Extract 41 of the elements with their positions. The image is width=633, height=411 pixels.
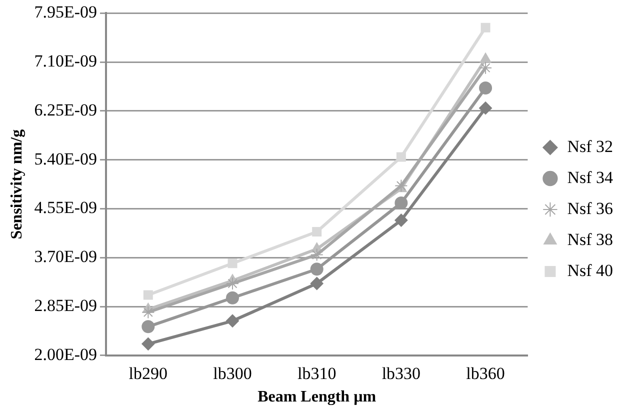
y-tick-label: 7.95E-09 xyxy=(34,2,97,22)
point xyxy=(310,248,324,262)
point xyxy=(394,196,408,210)
point xyxy=(226,291,240,304)
legend-label: Nsf 32 xyxy=(567,136,614,156)
point xyxy=(479,81,492,94)
point xyxy=(143,290,153,300)
x-tick-label: lb310 xyxy=(297,364,336,384)
x-tick-label: lb300 xyxy=(213,364,252,384)
y-tick-label: 7.10E-09 xyxy=(34,52,97,71)
point xyxy=(228,258,238,268)
x-axis-title: Beam Length µm xyxy=(258,388,377,406)
point xyxy=(226,314,240,328)
point xyxy=(394,214,408,227)
point xyxy=(479,102,492,115)
y-tick-label: 2.85E-09 xyxy=(34,296,97,315)
point xyxy=(142,306,155,319)
y-axis-title: Sensitivity nm/g xyxy=(8,129,26,240)
y-tick-label: 4.55E-09 xyxy=(34,198,97,218)
legend-label: Nsf 36 xyxy=(567,198,614,218)
legend-label: Nsf 40 xyxy=(567,260,614,280)
y-tick-label: 6.25E-09 xyxy=(34,100,97,120)
point xyxy=(142,320,155,334)
y-tick-label: 2.00E-09 xyxy=(34,344,97,364)
legend-label: Nsf 38 xyxy=(567,230,614,249)
point xyxy=(396,152,406,162)
point xyxy=(310,277,324,290)
y-tick-label: 3.70E-09 xyxy=(34,247,97,266)
point xyxy=(312,227,322,236)
point xyxy=(142,337,155,350)
point xyxy=(394,179,408,192)
point xyxy=(480,22,490,32)
point xyxy=(226,277,240,290)
x-tick-label: lb360 xyxy=(466,364,505,384)
x-tick-label: lb290 xyxy=(128,364,168,384)
point xyxy=(310,262,324,276)
point xyxy=(480,52,492,63)
point xyxy=(479,61,492,74)
y-tick-label: 5.40E-09 xyxy=(34,149,97,168)
x-tick-label: lb330 xyxy=(382,364,421,384)
legend-label: Nsf 34 xyxy=(567,168,614,187)
